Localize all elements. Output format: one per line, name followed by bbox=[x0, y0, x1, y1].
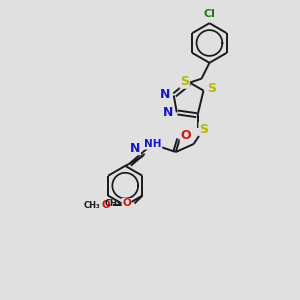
Text: O: O bbox=[180, 129, 191, 142]
Text: NH: NH bbox=[144, 139, 162, 149]
Text: CH₃: CH₃ bbox=[83, 201, 100, 210]
Text: O: O bbox=[122, 199, 131, 208]
Text: N: N bbox=[160, 88, 170, 101]
Text: S: S bbox=[199, 123, 208, 136]
Text: O: O bbox=[101, 200, 110, 211]
Text: N: N bbox=[130, 142, 140, 154]
Text: CH₃: CH₃ bbox=[104, 199, 121, 208]
Text: S: S bbox=[207, 82, 216, 95]
Text: Cl: Cl bbox=[203, 9, 215, 19]
Text: S: S bbox=[180, 75, 189, 88]
Text: N: N bbox=[163, 106, 173, 119]
